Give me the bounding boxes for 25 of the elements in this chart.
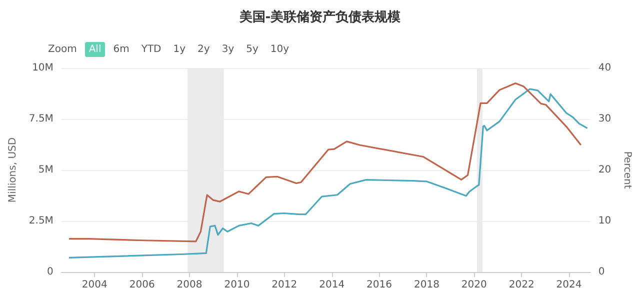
y-tick-label: 2.5M: [28, 216, 54, 226]
x-tick-label: 2024: [556, 280, 582, 290]
x-tick-label: 2008: [176, 280, 202, 290]
y2-tick-label: 20: [598, 164, 612, 176]
x-tick-label: 2004: [82, 280, 108, 290]
y2-tick-label: 40: [598, 62, 612, 74]
y-tick-label: 5M: [38, 164, 54, 176]
y2-tick-label: 0: [598, 266, 605, 278]
y2-tick-label: 30: [598, 114, 612, 124]
y2-tick-label: 10: [598, 216, 612, 226]
y-tick-label: 7.5M: [28, 114, 54, 124]
y-axis-title: Millions, USD: [8, 137, 18, 203]
y2-axis-title: Percent: [622, 151, 632, 189]
range-selector: Zoom All 6m YTD 1y 2y 3y 5y 10y: [47, 42, 290, 57]
x-tick-label: 2020: [461, 280, 487, 290]
x-tick-label: 2012: [272, 280, 298, 290]
y-tick-label: 0: [47, 266, 54, 278]
x-tick-label: 2014: [319, 280, 345, 290]
x-tick-label: 2010: [224, 280, 250, 290]
x-tick-label: 2018: [414, 280, 440, 290]
y-tick-label: 10M: [32, 62, 54, 74]
chart-title: 美国-美联储资产负债表规模: [238, 9, 401, 25]
x-tick-label: 2006: [129, 280, 155, 290]
x-tick-label: 2022: [508, 280, 534, 290]
x-tick-label: 2016: [366, 280, 392, 290]
